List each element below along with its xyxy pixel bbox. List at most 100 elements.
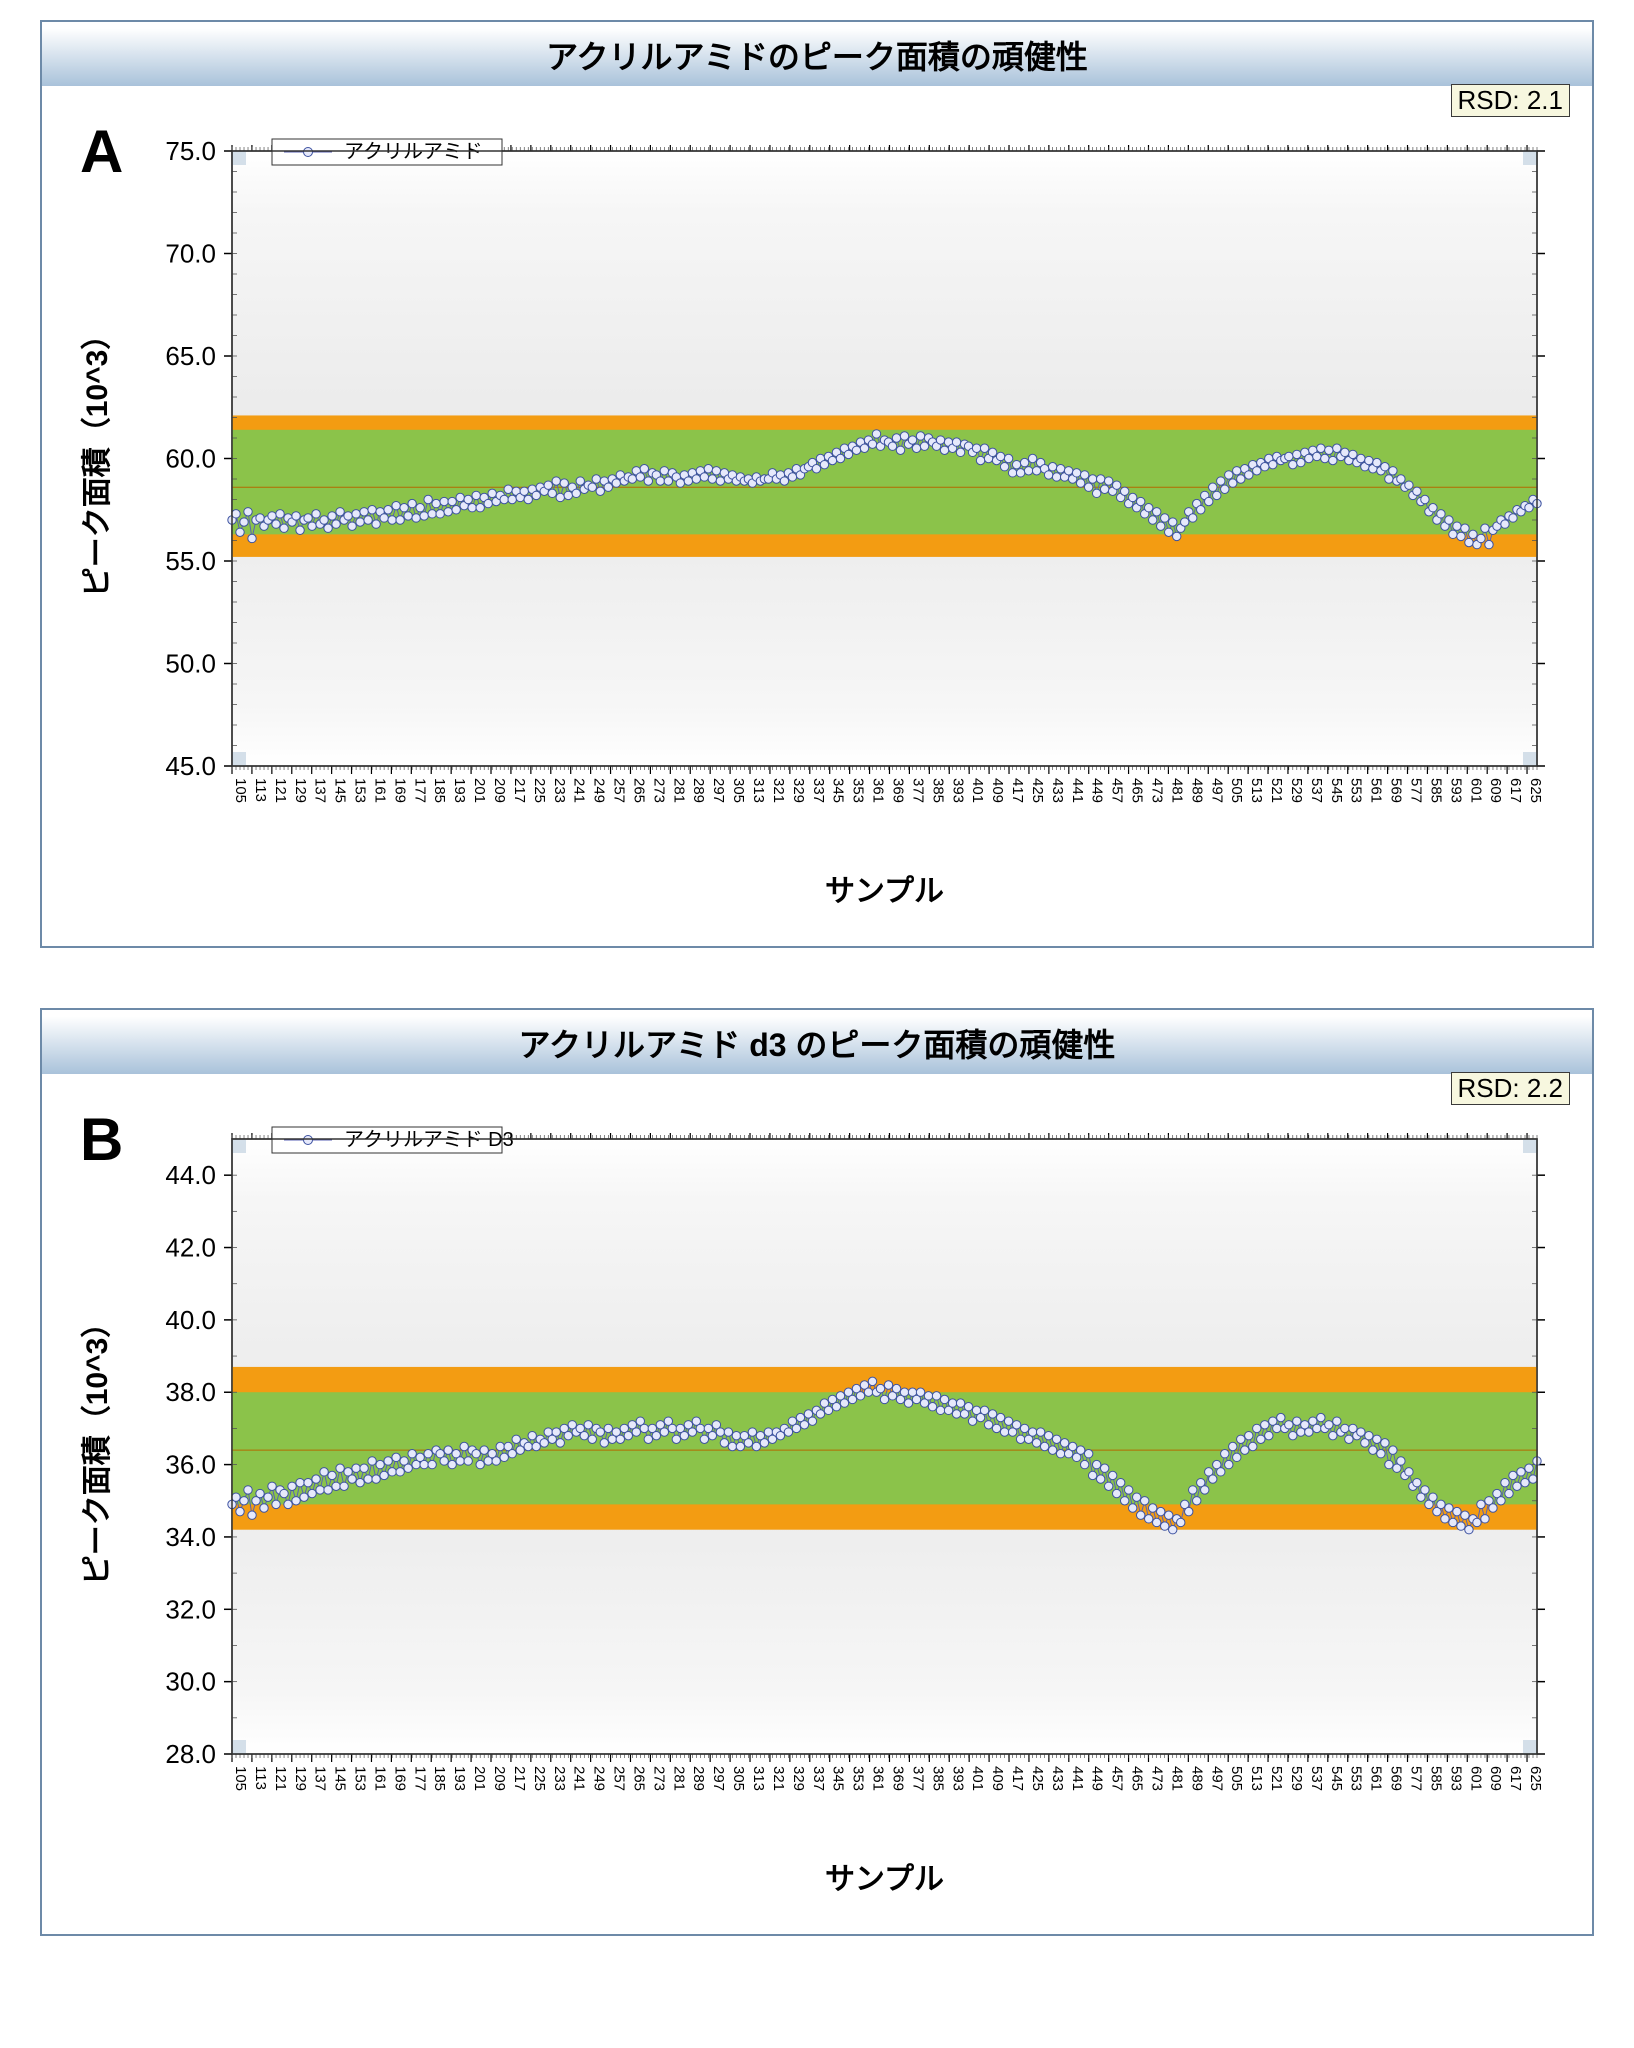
svg-text:585: 585	[1427, 778, 1444, 803]
svg-text:225: 225	[531, 1766, 548, 1791]
svg-text:465: 465	[1129, 778, 1146, 803]
svg-text:129: 129	[292, 778, 309, 803]
panel-title: アクリルアミドのピーク面積の頑健性	[42, 22, 1592, 86]
svg-text:153: 153	[352, 778, 369, 803]
svg-text:273: 273	[650, 1766, 667, 1791]
svg-text:377: 377	[909, 778, 926, 803]
svg-text:257: 257	[611, 778, 628, 803]
svg-text:617: 617	[1507, 778, 1524, 803]
svg-text:337: 337	[810, 1766, 827, 1791]
svg-text:433: 433	[1049, 1766, 1066, 1791]
svg-text:561: 561	[1368, 1766, 1385, 1791]
svg-text:36.0: 36.0	[165, 1450, 216, 1480]
svg-text:289: 289	[690, 778, 707, 803]
svg-text:45.0: 45.0	[165, 751, 216, 781]
svg-text:225: 225	[531, 778, 548, 803]
svg-text:417: 417	[1009, 1766, 1026, 1791]
svg-text:297: 297	[710, 778, 727, 803]
svg-text:497: 497	[1208, 1766, 1225, 1791]
svg-text:281: 281	[670, 1766, 687, 1791]
svg-text:569: 569	[1388, 1766, 1405, 1791]
svg-text:441: 441	[1069, 1766, 1086, 1791]
svg-text:593: 593	[1447, 1766, 1464, 1791]
rsd-badge: RSD: 2.2	[1451, 1072, 1571, 1105]
svg-text:137: 137	[312, 778, 329, 803]
svg-text:305: 305	[730, 778, 747, 803]
svg-text:537: 537	[1308, 1766, 1325, 1791]
svg-text:185: 185	[431, 778, 448, 803]
svg-text:121: 121	[272, 1766, 289, 1791]
rsd-badge: RSD: 2.1	[1451, 84, 1571, 117]
svg-text:377: 377	[909, 1766, 926, 1791]
figure-label: B	[80, 1105, 123, 1174]
svg-text:385: 385	[929, 778, 946, 803]
svg-text:241: 241	[571, 1766, 588, 1791]
svg-text:401: 401	[969, 1766, 986, 1791]
svg-text:577: 577	[1407, 1766, 1424, 1791]
svg-text:249: 249	[591, 1766, 608, 1791]
svg-text:513: 513	[1248, 1766, 1265, 1791]
svg-text:449: 449	[1089, 1766, 1106, 1791]
svg-text:40.0: 40.0	[165, 1305, 216, 1335]
svg-text:321: 321	[770, 778, 787, 803]
svg-text:サンプル: サンプル	[825, 875, 944, 908]
svg-text:465: 465	[1129, 1766, 1146, 1791]
svg-text:361: 361	[870, 1766, 887, 1791]
svg-text:313: 313	[750, 1766, 767, 1791]
svg-text:50.0: 50.0	[165, 649, 216, 679]
svg-text:217: 217	[511, 1766, 528, 1791]
svg-text:425: 425	[1029, 778, 1046, 803]
svg-text:601: 601	[1467, 778, 1484, 803]
svg-text:425: 425	[1029, 1766, 1046, 1791]
svg-text:569: 569	[1388, 778, 1405, 803]
svg-text:177: 177	[411, 1766, 428, 1791]
svg-text:497: 497	[1208, 778, 1225, 803]
svg-text:545: 545	[1328, 1766, 1345, 1791]
svg-text:481: 481	[1168, 778, 1185, 803]
svg-text:129: 129	[292, 1766, 309, 1791]
svg-text:70.0: 70.0	[165, 239, 216, 269]
svg-text:137: 137	[312, 1766, 329, 1791]
svg-text:433: 433	[1049, 778, 1066, 803]
svg-text:529: 529	[1288, 1766, 1305, 1791]
svg-text:345: 345	[830, 778, 847, 803]
svg-text:177: 177	[411, 778, 428, 803]
svg-text:481: 481	[1168, 1766, 1185, 1791]
svg-text:401: 401	[969, 778, 986, 803]
svg-text:441: 441	[1069, 778, 1086, 803]
chart-panel-b: アクリルアミド d3 のピーク面積の頑健性RSD: 2.2B 28.030.03…	[40, 1008, 1594, 1936]
svg-text:625: 625	[1527, 778, 1544, 803]
svg-text:42.0: 42.0	[165, 1233, 216, 1263]
svg-text:337: 337	[810, 778, 827, 803]
chart-area: 45.050.055.060.065.070.075.0105113121129…	[42, 86, 1592, 946]
svg-text:113: 113	[252, 1766, 269, 1790]
svg-text:537: 537	[1308, 778, 1325, 803]
svg-text:545: 545	[1328, 778, 1345, 803]
svg-text:521: 521	[1268, 778, 1285, 803]
svg-text:321: 321	[770, 1766, 787, 1791]
svg-text:113: 113	[252, 778, 269, 802]
svg-text:201: 201	[471, 1766, 488, 1791]
svg-text:305: 305	[730, 1766, 747, 1791]
svg-text:353: 353	[850, 778, 867, 803]
svg-text:233: 233	[551, 778, 568, 803]
svg-text:369: 369	[889, 1766, 906, 1791]
svg-text:289: 289	[690, 1766, 707, 1791]
svg-text:473: 473	[1148, 1766, 1165, 1791]
svg-text:サンプル: サンプル	[825, 1863, 944, 1896]
svg-text:30.0: 30.0	[165, 1667, 216, 1697]
svg-text:489: 489	[1188, 778, 1205, 803]
svg-text:457: 457	[1109, 1766, 1126, 1791]
svg-text:593: 593	[1447, 778, 1464, 803]
svg-text:121: 121	[272, 778, 289, 803]
svg-text:265: 265	[630, 778, 647, 803]
svg-text:44.0: 44.0	[165, 1160, 216, 1190]
svg-text:489: 489	[1188, 1766, 1205, 1791]
svg-text:169: 169	[391, 1766, 408, 1791]
svg-text:609: 609	[1487, 778, 1504, 803]
svg-text:273: 273	[650, 778, 667, 803]
svg-text:553: 553	[1348, 1766, 1365, 1791]
svg-text:265: 265	[630, 1766, 647, 1791]
svg-text:409: 409	[989, 778, 1006, 803]
svg-text:193: 193	[451, 1766, 468, 1791]
